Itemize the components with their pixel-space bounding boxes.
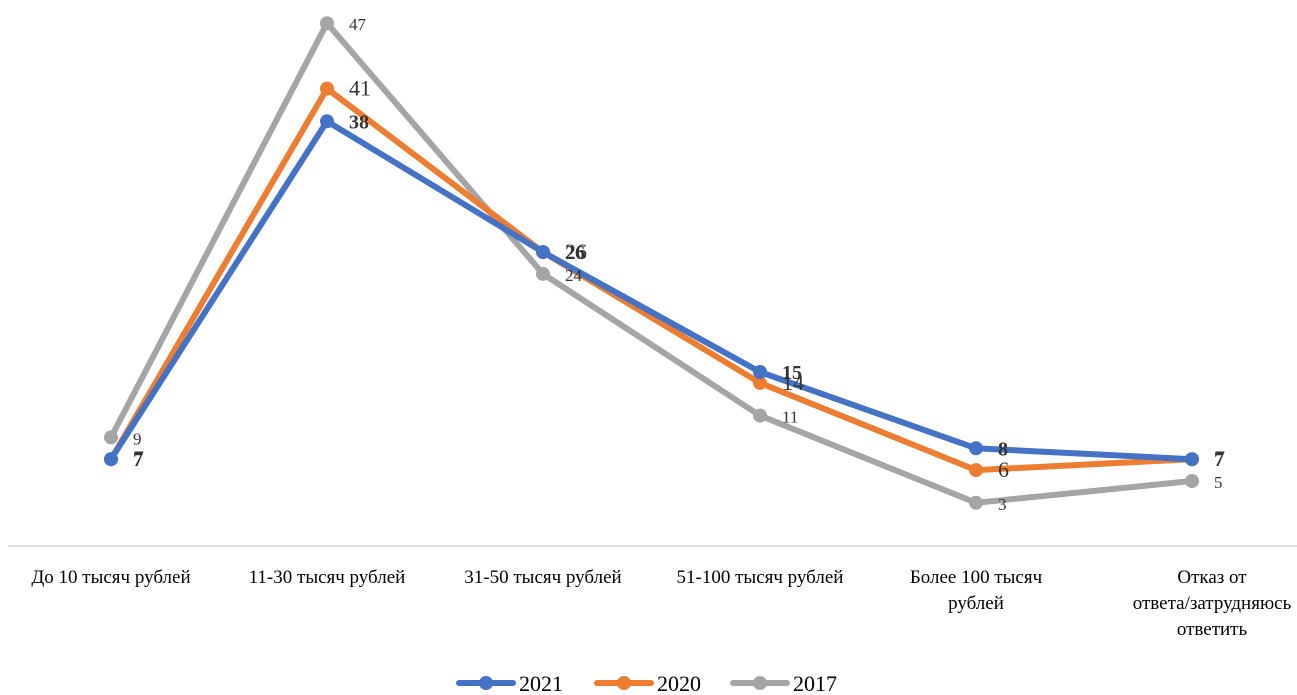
data-point-2021: [1185, 452, 1199, 467]
data-point-2017: [536, 266, 550, 281]
category-label: 31-50 тысяч рублей: [464, 567, 621, 588]
legend-label-2017: 2017: [793, 671, 837, 695]
data-point-2020: [969, 463, 983, 478]
data-point-2021: [753, 365, 767, 379]
data-label-2020: 7: [1214, 446, 1225, 471]
data-label-2017: 24: [565, 266, 583, 285]
data-label-2021: 15: [782, 362, 802, 384]
data-point-2021: [104, 452, 118, 467]
data-point-2017: [320, 16, 334, 31]
data-point-2020: [753, 375, 767, 390]
category-label: 51-100 тысяч рублей: [677, 567, 844, 588]
data-label-2017: 9: [133, 429, 142, 448]
category-labels: До 10 тысяч рублей 11-30 тысяч рублей 31-5…: [31, 567, 1291, 640]
data-point-2017: [104, 430, 118, 445]
data-label-2017: 5: [1214, 473, 1223, 492]
data-label-2020: 6: [998, 457, 1009, 482]
data-label-2020: 7: [133, 446, 144, 471]
series-line-2021: [108, 118, 1195, 463]
data-label-2021: 8: [998, 438, 1008, 460]
data-label-2021: 26: [565, 242, 585, 264]
legend-item-2021: 2021: [456, 671, 563, 695]
legend-marker-2017: [753, 676, 767, 690]
data-label-2020: 41: [349, 76, 371, 101]
data-label-2021: 7: [1214, 449, 1224, 471]
series-layer: [104, 16, 1199, 510]
data-label-2020: 14: [782, 370, 804, 395]
data-label-2021: 38: [349, 111, 369, 133]
data-label-2017: 3: [998, 495, 1007, 514]
data-point-2020: [320, 81, 334, 96]
series-2021: [104, 114, 1199, 467]
legend-item-2017: 2017: [730, 671, 837, 695]
series-line-2017: [108, 20, 1195, 506]
series-2017: [104, 16, 1199, 510]
data-point-2017: [753, 408, 767, 423]
data-label-2017: 47: [349, 15, 367, 34]
data-point-2021: [536, 245, 550, 260]
category-label: Более 100 тысяч рублей: [910, 567, 1043, 614]
legend-marker-2020: [617, 676, 631, 690]
category-label: До 10 тысяч рублей: [31, 567, 190, 588]
data-point-2021: [969, 441, 983, 456]
data-label-2020: 26: [565, 239, 587, 264]
data-label-2017: 11: [782, 408, 798, 427]
series-line-2020: [108, 85, 1195, 474]
data-point-2021: [320, 114, 334, 129]
category-label: 11-30 тысяч рублей: [249, 567, 406, 588]
legend-marker-2021: [479, 676, 493, 690]
legend-item-2020: 2020: [594, 671, 701, 695]
data-label-2021: 7: [133, 449, 143, 471]
category-label: Отказ от ответа/затрудняюсь ответить: [1133, 567, 1292, 640]
data-point-2017: [1185, 474, 1199, 488]
legend-label-2021: 2021: [519, 671, 563, 695]
legend-label-2020: 2020: [657, 671, 701, 695]
legend: 2021 2020 2017: [456, 671, 837, 695]
data-point-2017: [969, 495, 983, 510]
